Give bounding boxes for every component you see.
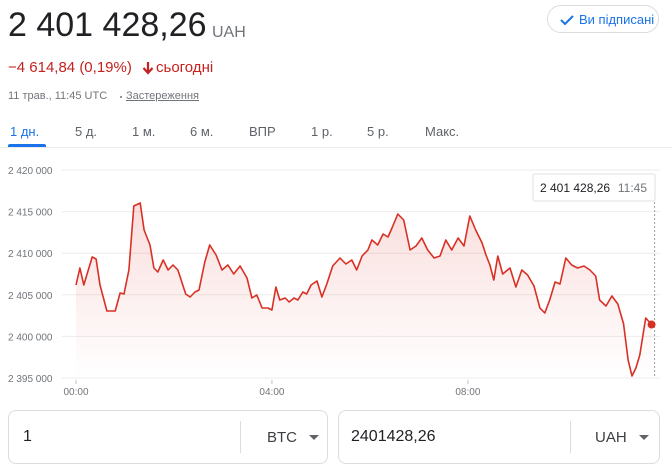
- y-tick-label: 2 405 000: [8, 291, 53, 302]
- x-tick-label: 00:00: [63, 387, 88, 398]
- period: сьогодні: [156, 59, 214, 76]
- disclaimer-link[interactable]: Застереження: [126, 90, 199, 102]
- price-line: [75, 202, 653, 377]
- result-field[interactable]: 2401428,26 UAH: [338, 410, 660, 464]
- divider: [570, 421, 571, 453]
- amount: 1: [23, 428, 32, 445]
- result: 2401428,26: [351, 428, 436, 445]
- range-tab[interactable]: ВПР: [249, 124, 276, 139]
- follow-button[interactable]: Ви підписані: [547, 5, 659, 33]
- tooltip-box: [532, 173, 656, 202]
- range-tab[interactable]: 5 р.: [367, 124, 389, 139]
- dropdown-arrow: [639, 435, 649, 440]
- y-tick-label: 2 400 000: [8, 332, 53, 343]
- y-tick-label: 2 395 000: [8, 374, 53, 385]
- tab-underline: [8, 144, 46, 147]
- price: 2 401 428,26: [8, 6, 207, 44]
- x-tick-label: 04:00: [259, 387, 284, 398]
- down-arrow: [142, 62, 154, 75]
- change: −4 614,84 (0,19%): [8, 59, 132, 76]
- area-fill: [76, 203, 652, 378]
- y-tick-label: 2 420 000: [8, 166, 53, 177]
- range-tab[interactable]: 1 дн.: [10, 124, 40, 139]
- y-tick-label: 2 415 000: [8, 208, 53, 219]
- range-tab[interactable]: Макс.: [425, 124, 460, 139]
- tab-divider: [0, 147, 672, 148]
- divider: [240, 421, 241, 453]
- timestamp: 11 трав., 11:45 UTC: [8, 90, 108, 102]
- from-currency[interactable]: BTC: [267, 429, 297, 446]
- amount-field[interactable]: 1 BTC: [8, 410, 328, 464]
- check-icon: [560, 15, 574, 26]
- follow-label: Ви підписані: [579, 12, 655, 27]
- tooltip-time: 11:45: [618, 181, 647, 195]
- tooltip-value: 2 401 428,26: [540, 181, 610, 195]
- y-tick-label: 2 410 000: [8, 249, 53, 260]
- range-tab[interactable]: 6 м.: [190, 124, 214, 139]
- last-point: [647, 320, 656, 329]
- range-tab[interactable]: 5 д.: [75, 124, 98, 139]
- range-tab[interactable]: 1 р.: [311, 124, 333, 139]
- x-tick-label: 08:00: [455, 387, 480, 398]
- dropdown-arrow: [309, 435, 319, 440]
- to-currency[interactable]: UAH: [595, 429, 627, 446]
- currency: UAH: [212, 24, 246, 41]
- range-tab[interactable]: 1 м.: [132, 124, 156, 139]
- separator: [120, 96, 122, 98]
- chart: 2 420 000 2 415 000 2 410 000 2 405 000 2 40…: [8, 166, 660, 398]
